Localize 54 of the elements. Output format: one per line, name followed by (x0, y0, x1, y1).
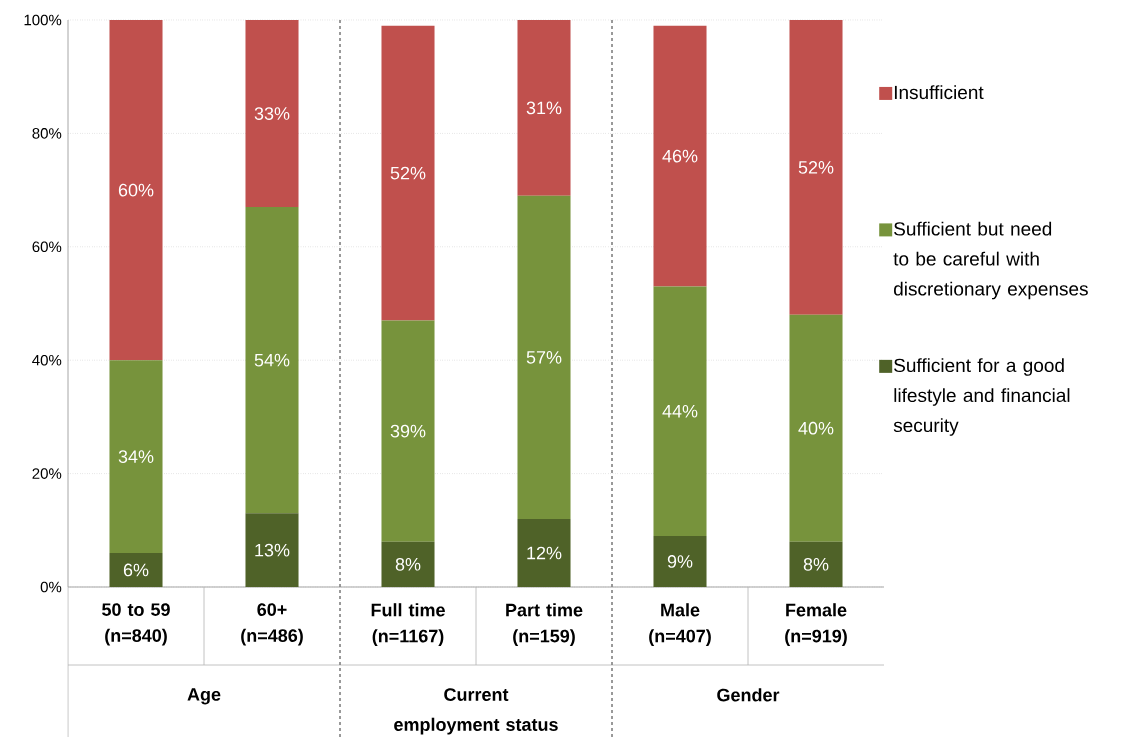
text: Current employment status (394, 688, 558, 735)
data-label: 44% (662, 404, 698, 418)
data-label: 6% (123, 563, 149, 577)
bar (381, 320, 435, 542)
legend-label: Sufficient but need to be careful with discretionary expenses (893, 221, 1088, 300)
bar (109, 20, 163, 361)
x-tick-label: Full time (n=1167) (371, 603, 445, 646)
bar (517, 20, 571, 196)
data-label: 57% (526, 351, 562, 364)
data-label: 8% (803, 557, 829, 571)
bar (109, 552, 163, 587)
bar (381, 541, 435, 587)
data-label: 39% (390, 424, 426, 438)
data-label: 9% (667, 555, 693, 568)
data-label: 31% (526, 101, 562, 115)
text: Age (187, 688, 221, 705)
data-label: 13% (255, 543, 290, 557)
y-tick-label: 40% (32, 354, 62, 366)
text: Gender (717, 688, 780, 702)
bar (109, 360, 163, 553)
data-label: 60% (118, 183, 154, 197)
y-tick-label: 60% (32, 241, 62, 253)
data-label: 33% (254, 107, 290, 120)
bar (517, 195, 571, 519)
bar (653, 25, 707, 287)
data-label: 8% (395, 557, 421, 571)
data-label: 46% (662, 149, 698, 163)
data-label: 34% (118, 450, 154, 463)
bar (245, 513, 299, 587)
legend-label: Sufficient for a good lifestyle and financial security (893, 358, 1070, 436)
y-tick-label: 20% (32, 468, 62, 479)
bar (789, 314, 843, 542)
bar (245, 207, 299, 514)
data-label: 54% (254, 353, 290, 367)
x-tick-label: Part time (n=159) (506, 603, 583, 646)
x-tick-label: 60+ (n=486) (241, 603, 303, 646)
bar (789, 20, 843, 315)
x-tick-label: Male (n=407) (649, 603, 711, 646)
data-label: 12% (527, 546, 562, 560)
y-tick-label: 80% (32, 128, 62, 139)
data-label: 52% (798, 161, 834, 174)
bar (517, 518, 571, 587)
data-label: 52% (390, 166, 426, 180)
y-tick-label: 0% (40, 581, 62, 593)
y-tick-label: 100% (24, 14, 62, 26)
data-label: 40% (798, 421, 834, 435)
bar (789, 541, 843, 587)
x-tick-label: Female (n=919) (785, 603, 847, 646)
bar (381, 25, 435, 321)
bar (245, 20, 299, 208)
x-tick-label: 50 to 59 (n=840) (102, 603, 170, 646)
legend-label: Insufficient (894, 85, 984, 100)
bar (653, 286, 707, 536)
bar (653, 535, 707, 587)
